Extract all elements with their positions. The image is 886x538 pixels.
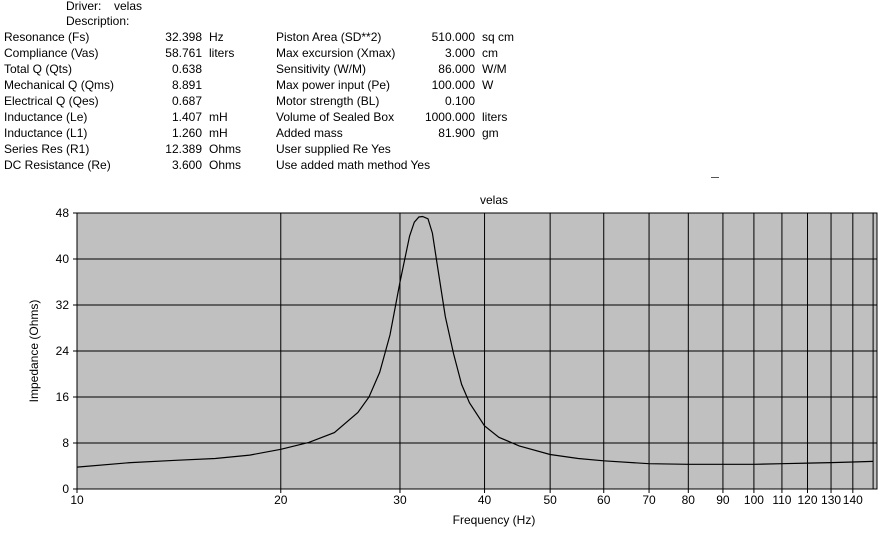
param-label: Inductance (Le) (4, 110, 88, 124)
param-value: 3.600 (171, 158, 202, 172)
param-unit: Ohms (209, 158, 242, 172)
x-tick-label: 80 (682, 493, 696, 507)
flag-text: User supplied Re Yes (276, 142, 391, 156)
chart-title: velas (480, 193, 508, 207)
x-tick-label: 120 (797, 493, 817, 507)
y-tick-label: 48 (56, 206, 70, 220)
param-label: Compliance (Vas) (4, 46, 99, 60)
param-value: 0.687 (171, 94, 202, 108)
param-value: 0.100 (444, 94, 475, 108)
x-tick-label: 20 (274, 493, 288, 507)
param-value: 1.407 (171, 110, 202, 124)
driver-label: Driver: (66, 0, 102, 13)
param-unit: W (482, 78, 494, 92)
param-unit: Hz (209, 30, 224, 44)
param-label: Electrical Q (Qes) (4, 94, 99, 108)
param-label: Resonance (Fs) (4, 30, 90, 44)
param-value: 1000.000 (424, 110, 475, 124)
x-tick-label: 90 (716, 493, 730, 507)
param-value: 510.000 (431, 30, 475, 44)
param-unit: mH (209, 110, 228, 124)
y-tick-label: 0 (62, 482, 69, 496)
param-label: Inductance (L1) (4, 126, 88, 140)
x-tick-label: 70 (642, 493, 656, 507)
param-unit: W/M (482, 62, 507, 76)
param-label: Added mass (276, 126, 343, 140)
flag-text: Use added math method Yes (276, 158, 431, 172)
driver-name: velas (114, 0, 143, 13)
param-value: 86.000 (438, 62, 475, 76)
param-value: 8.891 (171, 78, 202, 92)
plot-frame (76, 212, 878, 490)
param-value: 32.398 (165, 30, 202, 44)
x-axis-label: Frequency (Hz) (453, 513, 536, 527)
param-label: DC Resistance (Re) (4, 158, 111, 172)
y-tick-label: 8 (62, 436, 69, 450)
param-label: Total Q (Qts) (4, 62, 73, 76)
param-unit: liters (482, 110, 508, 124)
param-unit: Ohms (209, 142, 242, 156)
x-tick-label: 50 (543, 493, 557, 507)
param-unit: sq cm (482, 30, 515, 44)
x-tick-label: 100 (744, 493, 764, 507)
y-axis-label: Impedance (Ohms) (27, 300, 41, 403)
param-unit: gm (482, 126, 499, 140)
y-tick-label: 16 (56, 390, 70, 404)
param-value: 81.900 (438, 126, 475, 140)
param-label: Mechanical Q (Qms) (4, 78, 115, 92)
x-tick-label: 60 (597, 493, 611, 507)
param-value: 58.761 (165, 46, 202, 60)
description-label: Description: (66, 14, 130, 28)
x-tick-label: 130 (821, 493, 841, 507)
x-tick-label: 30 (393, 493, 407, 507)
param-label: Series Res (R1) (4, 142, 90, 156)
y-tick-label: 24 (56, 344, 70, 358)
y-tick-label: 40 (56, 252, 70, 266)
param-value: 3.000 (444, 46, 475, 60)
param-value: 0.638 (171, 62, 202, 76)
param-value: 100.000 (431, 78, 475, 92)
param-unit: mH (209, 126, 228, 140)
stray-mark (711, 177, 719, 178)
param-value: 1.260 (171, 126, 202, 140)
x-tick-label: 140 (843, 493, 863, 507)
param-label: Piston Area (SD**2) (276, 30, 382, 44)
y-tick-label: 32 (56, 298, 70, 312)
param-label: Sensitivity (W/M) (276, 62, 366, 76)
x-tick-label: 40 (478, 493, 492, 507)
param-label: Max power input (Pe) (276, 78, 391, 92)
param-unit: liters (209, 46, 235, 60)
param-label: Max excursion (Xmax) (276, 46, 396, 60)
param-label: Motor strength (BL) (276, 94, 380, 108)
param-value: 12.389 (165, 142, 202, 156)
param-unit: cm (482, 46, 498, 60)
impedance-curve (76, 215, 874, 468)
x-tick-label: 10 (70, 493, 84, 507)
param-label: Volume of Sealed Box (276, 110, 395, 124)
x-tick-label: 110 (772, 493, 791, 507)
